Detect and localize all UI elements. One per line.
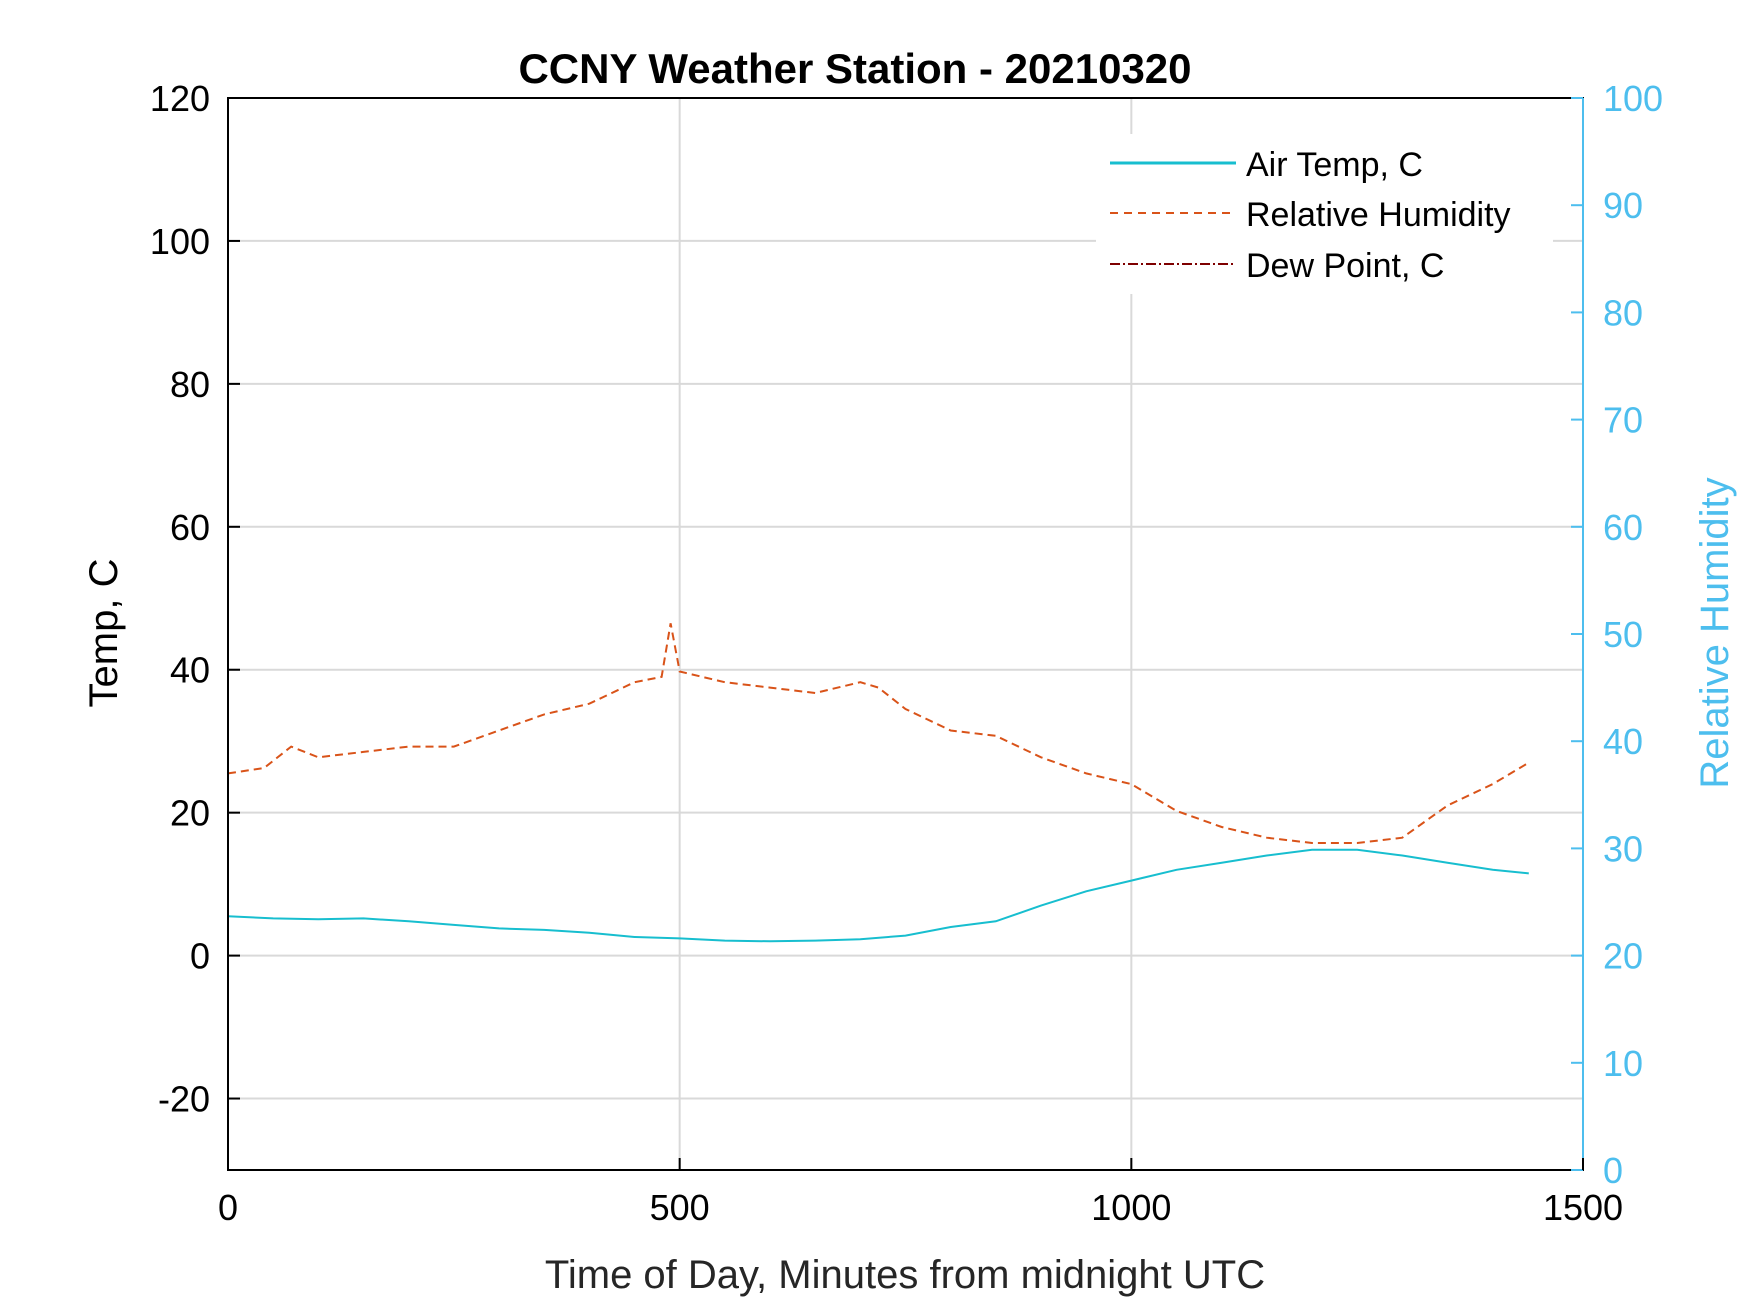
left-tick-label: 120 xyxy=(150,78,210,119)
x-tick-label: 1000 xyxy=(1091,1187,1171,1228)
right-tick-label: 100 xyxy=(1603,78,1663,119)
legend-label-humidity: Relative Humidity xyxy=(1246,196,1511,234)
left-tick-label: 0 xyxy=(190,936,210,977)
y-axis-label-left: Temp, C xyxy=(82,559,126,708)
legend-label-dew-point: Dew Point, C xyxy=(1246,247,1444,285)
right-tick-label: 30 xyxy=(1603,828,1643,869)
series-line-relative-humidity xyxy=(227,623,1530,844)
series-line-air-temp-c xyxy=(227,848,1529,943)
legend-label-air-temp: Air Temp, C xyxy=(1246,146,1423,184)
right-tick-label: 10 xyxy=(1603,1043,1643,1084)
right-tick-label: 50 xyxy=(1603,614,1643,655)
series-lines xyxy=(227,623,1530,943)
right-tick-label: 70 xyxy=(1603,400,1643,441)
x-axis-ticks: 0 500 1000 1500 xyxy=(218,1158,1623,1228)
left-tick-label: 60 xyxy=(170,507,210,548)
y-axis-label-right: Relative Humidity xyxy=(1693,477,1737,788)
left-axis-ticks: -20 0 20 40 60 80 100 120 xyxy=(150,78,240,1120)
right-tick-label: 0 xyxy=(1603,1150,1623,1191)
left-tick-label: 80 xyxy=(170,364,210,405)
x-axis-label: Time of Day, Minutes from midnight UTC xyxy=(545,1253,1265,1297)
left-tick-label: 40 xyxy=(170,650,210,691)
right-axis-ticks: 0 10 20 30 40 50 60 70 80 90 100 xyxy=(1571,78,1663,1191)
left-tick-label: -20 xyxy=(158,1079,210,1120)
x-tick-label: 1500 xyxy=(1543,1187,1623,1228)
right-tick-label: 90 xyxy=(1603,185,1643,226)
x-tick-label: 500 xyxy=(650,1187,710,1228)
left-tick-label: 100 xyxy=(150,221,210,262)
x-tick-label: 0 xyxy=(218,1187,238,1228)
left-tick-label: 20 xyxy=(170,793,210,834)
right-tick-label: 80 xyxy=(1603,292,1643,333)
right-tick-label: 60 xyxy=(1603,507,1643,548)
legend: Air Temp, C Relative Humidity Dew Point,… xyxy=(1096,134,1553,294)
chart-title: CCNY Weather Station - 20210320 xyxy=(518,45,1191,92)
right-tick-label: 20 xyxy=(1603,936,1643,977)
right-tick-label: 40 xyxy=(1603,721,1643,762)
